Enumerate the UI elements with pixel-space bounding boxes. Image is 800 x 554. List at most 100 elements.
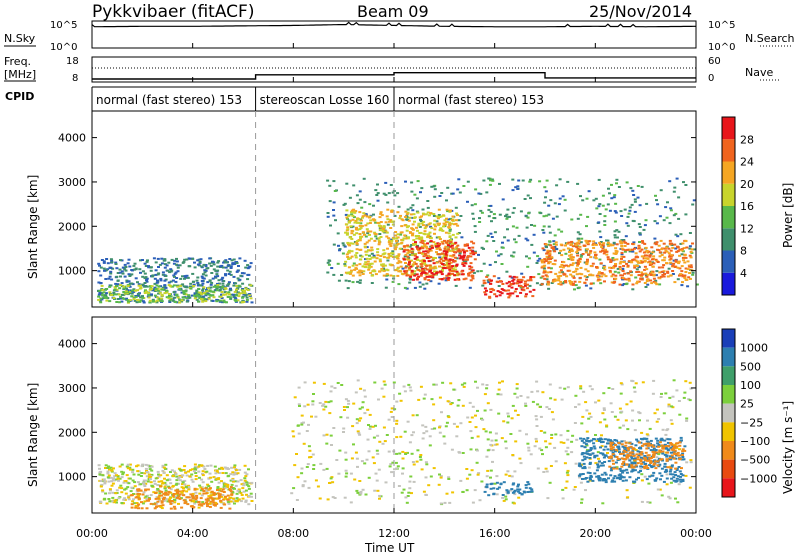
velocity-data-cell [321,404,325,407]
power-data-cell [391,250,395,253]
power-data-cell [413,220,416,223]
velocity-data-cell [565,471,569,474]
power-data-cell [640,185,644,188]
velocity-data-cell [346,416,350,419]
power-data-cell [603,224,607,226]
power-data-cell [102,260,106,263]
power-data-cell [177,288,181,291]
power-data-cell [643,282,647,284]
power-data-cell [604,275,608,278]
velocity-data-cell [588,457,592,459]
velocity-data-cell [646,444,650,447]
power-data-cell [173,296,177,299]
power-data-cell [505,282,509,285]
velocity-data-cell [424,476,428,479]
power-data-cell [355,264,359,267]
power-data-cell [386,269,390,272]
power-data-cell [478,217,481,220]
power-data-cell [457,273,461,276]
power-data-cell [358,198,362,201]
power-data-cell [346,287,350,290]
power-data-cell [416,211,420,214]
velocity-data-cell [671,445,675,448]
power-data-cell [403,224,407,227]
power-data-cell [529,277,533,280]
power-data-cell [666,271,670,274]
velocity-data-cell [641,461,645,464]
velocity-data-cell [231,487,235,489]
power-data-cell [144,265,148,267]
power-data-cell [174,280,178,283]
power-data-cell [547,243,551,246]
power-data-cell [387,192,391,195]
velocity-data-cell [600,473,604,476]
power-data-cell [441,229,445,232]
velocity-data-cell [377,468,381,471]
velocity-data-cell [108,468,111,471]
power-data-cell [373,239,377,242]
velocity-data-cell [631,466,634,469]
power-data-cell [379,212,383,215]
velocity-data-cell [157,473,160,476]
velocity-data-cell [596,438,600,441]
velocity-data-cell [620,443,624,446]
velocity-data-cell [619,452,623,455]
power-data-cell [415,245,419,248]
velocity-data-cell [476,386,479,389]
power-data-cell [370,256,374,259]
power-data-cell [216,261,220,264]
velocity-data-cell [117,479,120,482]
power-data-cell [669,261,673,264]
power-data-cell [604,208,608,211]
velocity-data-cell [127,496,131,499]
power-data-cell [418,238,422,241]
velocity-data-cell [609,449,613,452]
velocity-data-cell [665,445,669,447]
velocity-data-cell [373,381,377,384]
power-data-cell [490,178,494,181]
power-data-cell [229,287,232,290]
velocity-data-cell [535,418,539,421]
velocity-data-cell [554,433,558,436]
power-data-cell [448,270,452,273]
power-data-cell [448,258,452,261]
power-data-cell [449,254,453,257]
velocity-data-cell [132,493,135,495]
velocity-data-cell [604,445,608,448]
velocity-data-cell [142,483,146,486]
power-data-cell [669,274,673,277]
power-data-cell [240,272,244,275]
power-data-cell [157,292,161,295]
velocity-data-cell [218,487,222,490]
power-data-cell [666,270,670,273]
velocity-data-cell [388,465,392,468]
power-data-cell [101,289,105,291]
velocity-data-cell [661,452,665,455]
velocity-data-cell [434,383,438,386]
power-data-cell [369,219,373,222]
velocity-data-cell [322,382,326,385]
power-data-cell [445,263,449,266]
velocity-data-cell [408,441,412,444]
velocity-data-cell [439,476,443,479]
power-data-cell [680,249,684,252]
power-data-cell [588,251,592,254]
power-data-cell [663,247,667,250]
velocity-data-cell [664,446,668,449]
velocity-data-cell [385,434,389,436]
velocity-data-cell [401,450,405,453]
power-data-cell [597,178,601,181]
velocity-data-cell [421,437,425,440]
power-data-cell [506,292,510,295]
velocity-data-cell [688,381,692,384]
velocity-data-cell [127,495,131,498]
power-data-cell [201,300,205,303]
velocity-data-cell [218,495,222,497]
power-data-cell [528,284,532,287]
power-data-cell [543,186,547,189]
power-data-cell [105,258,109,260]
velocity-data-cell [449,403,453,406]
velocity-data-cell [512,490,516,493]
power-data-cell [122,287,126,290]
